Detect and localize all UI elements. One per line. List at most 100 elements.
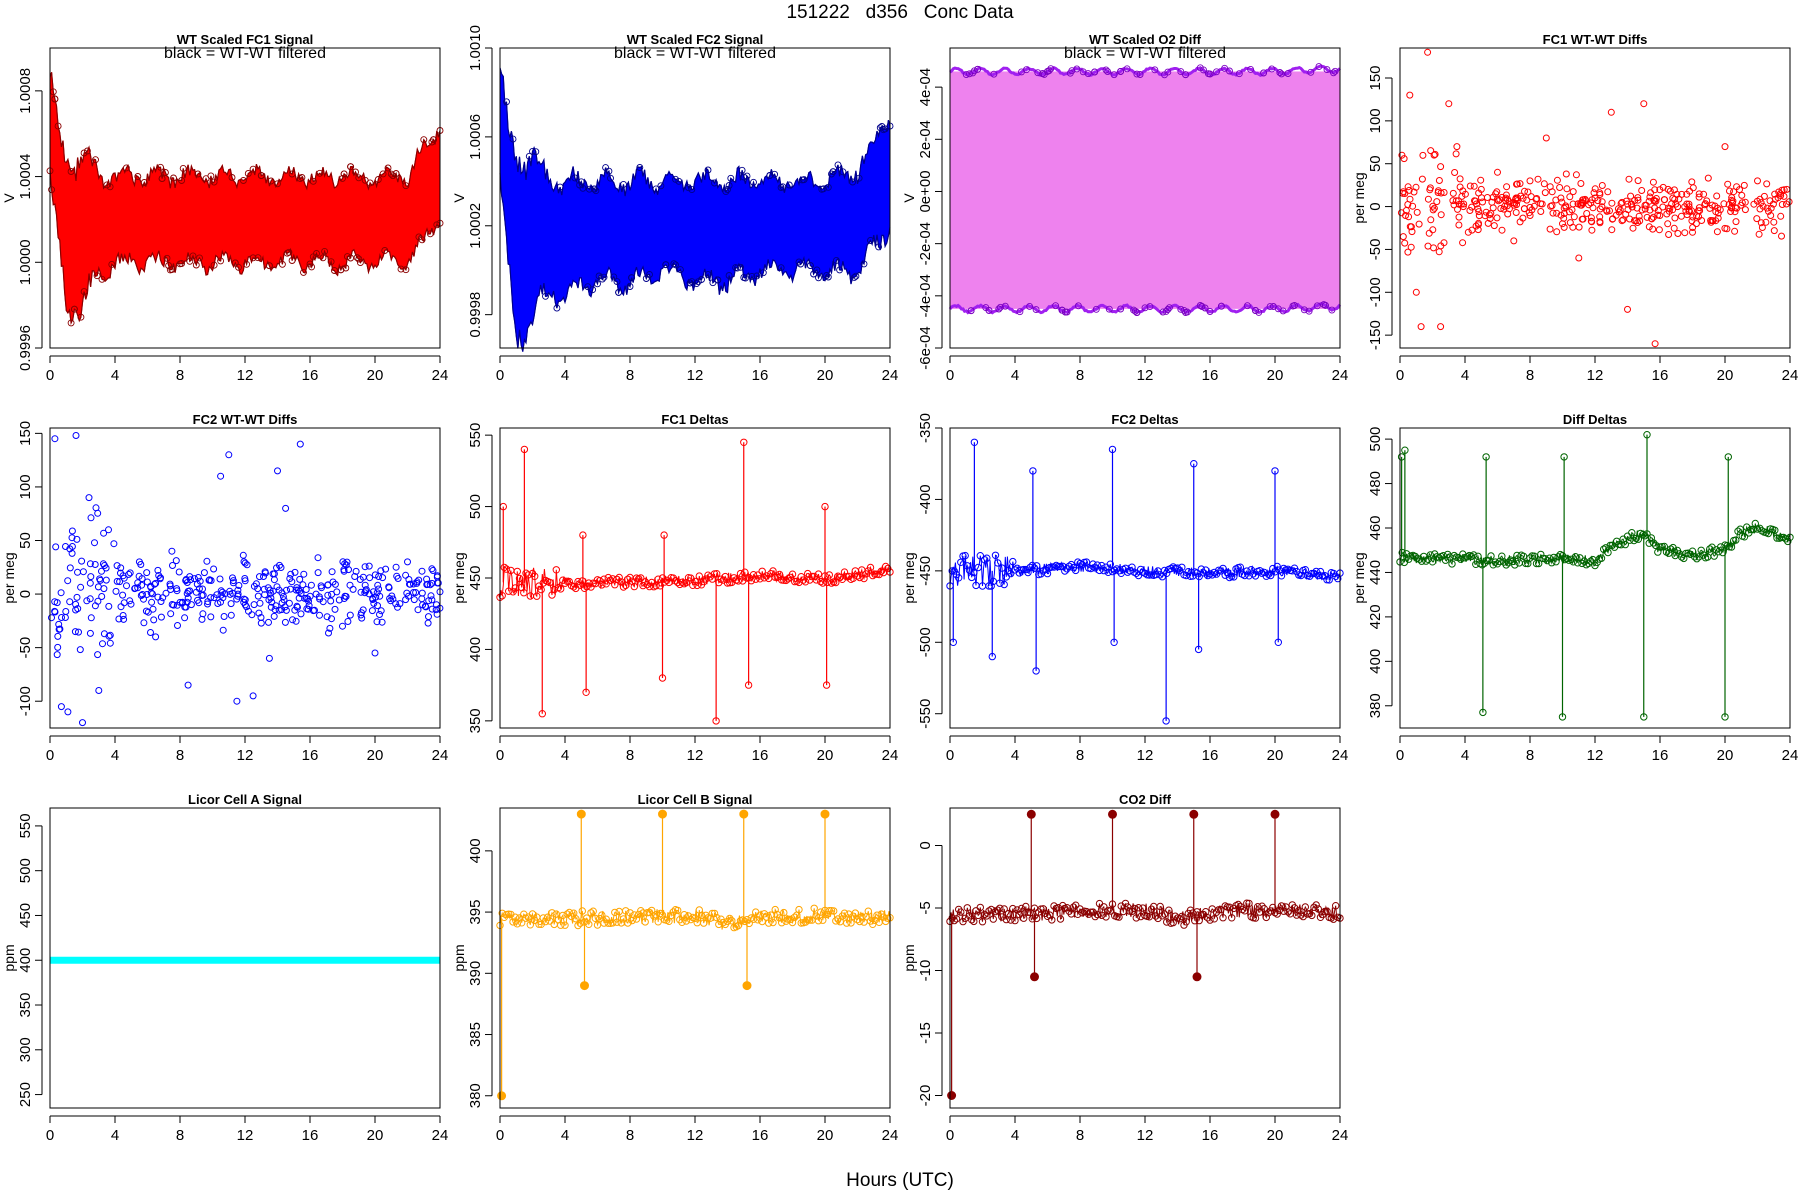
plot-marks <box>499 67 894 352</box>
data-point <box>196 254 203 262</box>
data-point <box>795 258 803 266</box>
data-point <box>318 584 325 592</box>
data-point <box>1626 215 1634 223</box>
data-point <box>235 582 243 589</box>
data-point <box>356 259 364 267</box>
data-point <box>1219 564 1227 573</box>
data-point <box>92 504 100 512</box>
data-point <box>806 262 814 270</box>
chart-title: Licor Cell B Signal <box>638 792 753 807</box>
data-point <box>708 909 716 918</box>
data-point <box>1455 213 1463 221</box>
data-point <box>1784 537 1792 546</box>
data-point <box>1001 302 1009 310</box>
data-point <box>1412 183 1420 191</box>
data-point <box>721 572 729 581</box>
data-point <box>306 260 314 268</box>
data-point <box>265 262 273 270</box>
data-point <box>352 567 360 575</box>
y-tick-label: -10 <box>917 960 934 982</box>
data-point <box>700 919 708 927</box>
data-point <box>1656 186 1664 194</box>
data-point <box>1641 532 1649 540</box>
data-point <box>229 589 237 597</box>
data-point <box>1591 185 1599 193</box>
data-point <box>856 573 864 582</box>
y-tick-label: 450 <box>467 565 484 590</box>
data-point <box>801 578 810 586</box>
data-point <box>220 613 228 620</box>
data-point <box>255 609 263 617</box>
data-point <box>509 918 517 926</box>
data-point <box>182 577 190 585</box>
data-point <box>559 911 567 920</box>
data-point <box>1725 543 1733 551</box>
data-point <box>1260 568 1268 577</box>
data-point <box>670 260 678 268</box>
data-point <box>1284 70 1292 77</box>
data-point <box>1695 204 1703 212</box>
data-point <box>321 247 329 255</box>
data-point <box>1640 100 1648 108</box>
data-point <box>1474 205 1482 213</box>
data-point <box>1626 536 1634 544</box>
data-point <box>1510 201 1518 209</box>
data-point <box>819 579 827 587</box>
data-point <box>970 917 978 926</box>
data-point <box>1164 68 1172 76</box>
data-point <box>669 908 678 916</box>
data-point <box>85 494 93 502</box>
data-point <box>113 562 121 570</box>
data-point <box>1720 200 1728 208</box>
data-point <box>1777 533 1785 542</box>
data-point <box>1464 228 1472 236</box>
data-point <box>1325 576 1333 584</box>
data-point <box>860 574 868 583</box>
data-point <box>548 909 556 917</box>
data-point <box>535 920 543 928</box>
data-point <box>1183 308 1191 316</box>
data-point <box>1430 204 1438 212</box>
y-tick-label: 0.9996 <box>17 325 34 371</box>
data-point <box>1461 190 1469 198</box>
data-point <box>179 598 187 606</box>
data-point <box>605 167 613 175</box>
data-point <box>102 564 110 572</box>
data-point <box>265 618 272 626</box>
data-point <box>424 619 432 627</box>
data-point <box>686 279 694 287</box>
data-point <box>531 572 539 581</box>
y-tick-label: 480 <box>1367 471 1384 496</box>
filtered-lower <box>499 173 891 352</box>
data-point <box>957 558 965 567</box>
data-point <box>355 255 363 263</box>
data-point <box>600 273 608 281</box>
data-point <box>637 907 645 915</box>
data-point <box>300 268 307 276</box>
data-point <box>1777 212 1785 220</box>
data-point <box>1512 194 1520 202</box>
data-point <box>589 907 597 915</box>
data-point <box>1510 237 1518 245</box>
y-tick-label: 395 <box>467 900 484 925</box>
data-point <box>1721 224 1729 232</box>
diff-band <box>950 71 1340 309</box>
data-point <box>976 552 985 560</box>
y-tick-label: 4e-04 <box>917 68 934 106</box>
data-point <box>624 575 632 584</box>
data-point <box>1084 70 1092 78</box>
data-point <box>158 175 166 183</box>
data-point <box>680 911 688 919</box>
plot-marks <box>46 72 444 327</box>
data-point <box>127 600 135 608</box>
x-tick-label: 24 <box>432 747 449 764</box>
y-tick-label: -500 <box>917 627 934 657</box>
data-point <box>172 557 180 565</box>
data-point <box>610 273 618 281</box>
data-point <box>1519 552 1528 561</box>
data-point <box>1527 193 1535 201</box>
plot-frame <box>499 807 891 1109</box>
data-point <box>652 185 660 193</box>
data-point <box>315 593 323 601</box>
